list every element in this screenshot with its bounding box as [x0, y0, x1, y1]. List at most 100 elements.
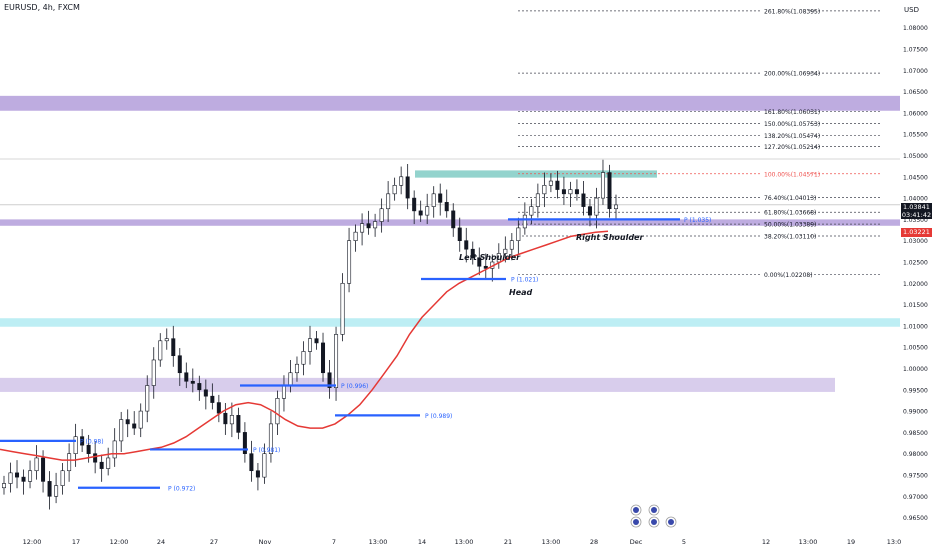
fib-label: 127.20%(1.05214) — [764, 144, 820, 151]
candle-body — [451, 210, 456, 229]
y-tick-label: 0.96500 — [903, 515, 928, 522]
candle-body — [321, 342, 326, 374]
candle — [47, 471, 52, 510]
ma-price-badge: 1.03221 — [901, 228, 932, 237]
pivot-label: P (0.989) — [425, 413, 452, 420]
y-tick-label: 1.00500 — [903, 345, 928, 352]
candle — [509, 233, 514, 261]
candle — [555, 170, 560, 199]
candle-body — [373, 221, 378, 229]
candle-body — [216, 402, 221, 414]
candle — [249, 440, 254, 482]
candle-body — [574, 189, 579, 195]
candle-body — [171, 338, 176, 357]
candle-body — [600, 172, 605, 199]
y-tick-label: 1.01500 — [903, 302, 928, 309]
candle — [587, 198, 592, 227]
candle — [542, 172, 547, 208]
y-tick-label: 1.02000 — [903, 281, 928, 288]
y-tick-label: 0.97000 — [903, 494, 928, 501]
candle-body — [190, 380, 195, 384]
event-flag-icon-center — [633, 507, 639, 513]
candle-body — [418, 210, 423, 216]
candle — [106, 447, 111, 476]
candle-body — [509, 240, 514, 250]
zone — [0, 318, 900, 327]
candle — [177, 348, 182, 386]
fib-label: 161.80%(1.06031) — [764, 109, 820, 116]
candle — [112, 428, 117, 467]
zone — [0, 95, 900, 111]
candle-body — [34, 457, 39, 472]
candle-body — [262, 453, 267, 478]
candle-body — [281, 385, 286, 399]
candle — [151, 347, 156, 399]
candle — [386, 181, 391, 222]
candle — [262, 443, 267, 484]
candle-body — [164, 338, 169, 342]
x-tick-label: 17 — [72, 538, 80, 546]
x-tick-label: 14 — [418, 538, 426, 546]
candle-body — [581, 193, 586, 207]
x-tick-label: 19 — [847, 538, 855, 546]
candle-body — [405, 176, 410, 199]
candle-body — [444, 202, 449, 212]
candle-body — [568, 189, 573, 195]
candle — [28, 460, 33, 489]
candle — [574, 179, 579, 201]
candle — [99, 454, 104, 482]
candle-body — [249, 453, 254, 472]
candle-body — [294, 363, 299, 374]
candle-body — [138, 410, 143, 429]
pattern-label: Head — [509, 288, 533, 297]
y-tick-label: 1.04500 — [903, 174, 928, 181]
candle — [223, 402, 228, 435]
candle-body — [145, 385, 150, 412]
x-tick-label: 21 — [504, 538, 512, 546]
candle-body — [607, 172, 612, 210]
candle-body — [15, 472, 20, 478]
candle — [203, 379, 208, 410]
candle — [190, 368, 195, 393]
candle — [80, 428, 85, 452]
pattern-label: Right Shoulder — [576, 233, 644, 242]
candle — [581, 181, 586, 216]
y-tick-label: 1.07000 — [903, 68, 928, 75]
candle-body — [242, 432, 247, 454]
candle-body — [431, 193, 436, 207]
candle — [255, 463, 260, 491]
candle — [535, 183, 540, 218]
candle-body — [555, 180, 560, 190]
fib-label: 150.00%(1.05753) — [764, 121, 820, 128]
y-tick-label: 0.99500 — [903, 387, 928, 394]
candle — [464, 227, 469, 263]
candle — [327, 359, 332, 399]
candle — [418, 200, 423, 222]
x-tick-label: 13:00 — [455, 538, 474, 546]
countdown: 03:41:42 — [901, 211, 932, 219]
fib-label: 76.40%(1.04013) — [764, 195, 816, 202]
candle-body — [314, 338, 319, 344]
candle — [451, 203, 456, 237]
candle-body — [535, 193, 540, 207]
pivot-label: P (0.996) — [341, 383, 368, 390]
x-tick-label: 7 — [332, 538, 336, 546]
candle-body — [360, 223, 365, 233]
candle-body — [613, 204, 618, 210]
event-flag-icon-center — [633, 519, 639, 525]
candle-body — [542, 185, 547, 195]
candle — [119, 411, 124, 452]
x-tick-label: 28 — [590, 538, 598, 546]
candle — [399, 166, 404, 195]
candle-body — [86, 444, 91, 454]
candle — [1, 475, 7, 495]
pivot-label: P (0.98) — [80, 438, 104, 445]
candle-body — [353, 231, 358, 241]
candle-body — [438, 193, 443, 203]
candle — [15, 460, 20, 489]
pattern-label: Left Shoulder — [459, 253, 521, 262]
y-tick-label: 0.99000 — [903, 409, 928, 416]
x-tick-label: 12:00 — [110, 538, 129, 546]
candle — [138, 403, 143, 438]
